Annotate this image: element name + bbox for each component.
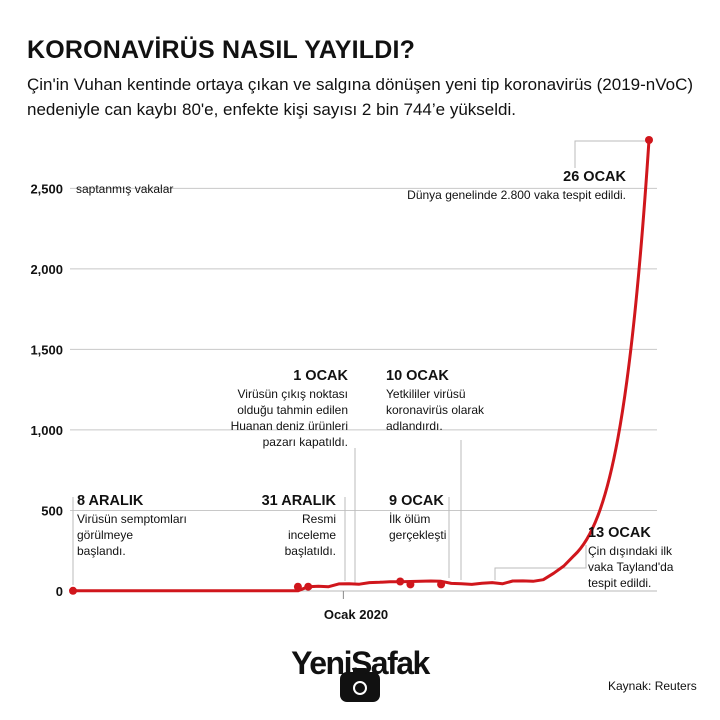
page-subtitle: Çin'in Vuhan kentinde ortaya çıkan ve sa… (27, 75, 694, 119)
y-tick-labels: 0 500 1,000 1,500 2,000 2,500 (30, 181, 63, 599)
annotation-26-ocak: 26 OCAK Dünya genelinde 2.800 vaka tespi… (360, 169, 626, 203)
source-credit: Kaynak: Reuters (608, 679, 697, 693)
annotation-line: koronavirüs olarak (386, 403, 485, 417)
annotation-line: Resmi (301, 512, 336, 526)
annotation-line: İlk ölüm (389, 512, 431, 526)
camera-icon (340, 668, 380, 702)
annotation-line: başlandı. (77, 544, 126, 558)
annotation-line: başlatıldı. (284, 544, 336, 558)
annotation-line: adlandırdı. (386, 419, 443, 433)
annotation-line: Virüsün semptomları (77, 512, 187, 526)
annotation-date: 31 ARALIK (261, 493, 336, 509)
data-markers (69, 136, 653, 595)
annotation-date: 13 OCAK (588, 525, 651, 541)
y-tick-label: 2,500 (30, 181, 63, 196)
y-tick-label: 500 (41, 503, 63, 518)
annotation-line: inceleme (287, 528, 336, 542)
annotation-8-aralik: 8 ARALIK Virüsün semptomları görülmeye b… (77, 493, 187, 559)
annotation-line: Yetkililer virüsü (386, 387, 466, 401)
annotation-1-ocak: 1 OCAK Virüsün çıkış noktası olduğu tahm… (180, 368, 348, 450)
annotation-line: gerçekleşti (389, 528, 447, 542)
y-axis-label: saptanmış vakalar (76, 182, 173, 196)
data-marker (396, 577, 405, 586)
data-marker (293, 582, 302, 591)
leader-line (494, 545, 587, 580)
data-marker (69, 586, 77, 595)
annotation-date: 26 OCAK (563, 169, 626, 185)
data-marker (645, 136, 653, 144)
annotation-leader-lines (72, 140, 646, 585)
data-marker (437, 580, 446, 589)
annotation-10-ocak: 10 OCAK Yetkililer virüsü koronavirüs ol… (386, 368, 484, 434)
x-axis-label: Ocak 2020 (324, 607, 388, 622)
y-tick-label: 1,500 (30, 342, 63, 357)
annotation-line: Virüsün çıkış noktası (237, 387, 349, 401)
data-marker (304, 582, 313, 591)
annotation-line: Huanan deniz ürünleri (230, 419, 348, 433)
annotation-line: tespit edildi. (588, 576, 652, 590)
annotation-9-ocak: 9 OCAK İlk ölüm gerçekleşti (389, 493, 446, 543)
page-title: KORONAVİRÜS NASIL YAYILDI? (27, 36, 416, 64)
annotation-line: olduğu tahmin edilen (237, 403, 348, 417)
annotation-line: Çin dışındaki ilk (588, 544, 673, 558)
annotation-line: vaka Tayland'da (588, 560, 674, 574)
annotation-line: Dünya genelinde 2.800 vaka tespit edildi… (407, 188, 626, 202)
y-tick-label: 2,000 (30, 262, 63, 277)
annotation-date: 8 ARALIK (77, 493, 144, 509)
annotation-date: 9 OCAK (389, 493, 444, 509)
annotation-line: pazarı kapatıldı. (262, 435, 348, 449)
data-marker (406, 580, 415, 589)
annotation-13-ocak: 13 OCAK Çin dışındaki ilk vaka Tayland'd… (588, 525, 673, 591)
y-tick-label: 0 (56, 584, 63, 599)
annotation-31-aralik: 31 ARALIK Resmi inceleme başlatıldı. (220, 493, 336, 559)
yenisafak-logo: YeniŞafak (280, 645, 440, 705)
gridlines (70, 187, 657, 599)
annotation-date: 1 OCAK (293, 368, 348, 384)
leader-line (574, 140, 646, 168)
y-tick-label: 1,000 (30, 423, 63, 438)
annotation-date: 10 OCAK (386, 368, 449, 384)
annotation-line: görülmeye (77, 528, 134, 542)
